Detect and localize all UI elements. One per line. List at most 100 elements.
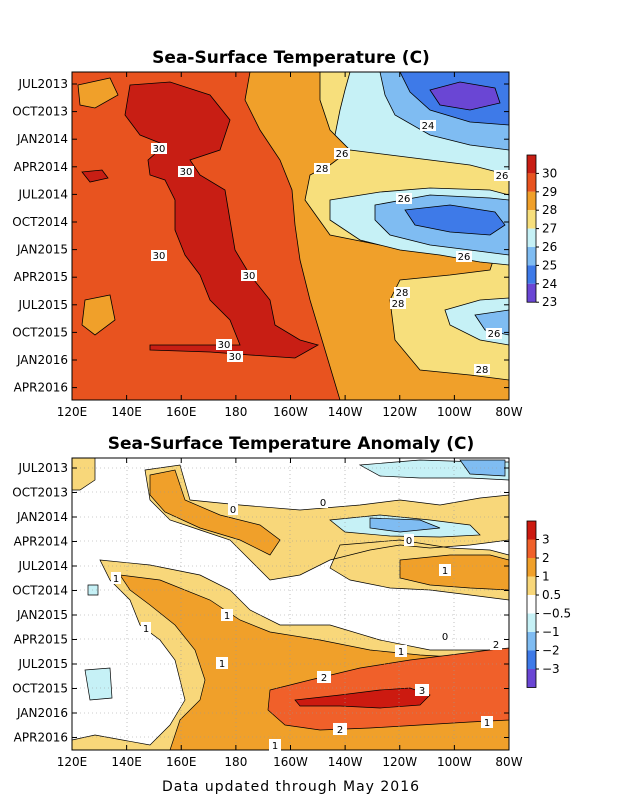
anomaly-x-tick-label: 120E	[57, 755, 88, 769]
sst-contour-labels: 30 30 30 30 30 30 28 28 28 28 26 26 26 2…	[151, 120, 510, 376]
sst-y-tick-label: APR2014	[14, 160, 68, 174]
sst-contour-label: 28	[314, 163, 330, 175]
svg-text:1: 1	[272, 741, 278, 752]
anomaly-x-tick-label: 140E	[111, 755, 142, 769]
sst-contour-label: 26	[456, 251, 472, 263]
anomaly-colorbar-swatch	[527, 595, 536, 614]
svg-text:26: 26	[458, 252, 471, 263]
svg-text:1: 1	[113, 574, 119, 585]
svg-text:30: 30	[153, 144, 166, 155]
svg-text:0: 0	[320, 498, 326, 509]
anomaly-band-negative	[369, 459, 506, 533]
svg-text:26: 26	[336, 149, 349, 160]
anomaly-contour-label: 2	[317, 671, 331, 684]
sst-y-tick-label: APR2016	[14, 381, 68, 395]
svg-text:1: 1	[143, 624, 149, 635]
anomaly-colorbar-swatch	[527, 669, 536, 688]
sst-colorbar: 30 29 28 27 26 25 24 23	[526, 154, 557, 309]
sst-y-tick-label: OCT2014	[12, 215, 68, 229]
svg-text:28: 28	[316, 164, 329, 175]
anomaly-contour-label: 2	[333, 723, 347, 736]
anomaly-colorbar-swatch	[527, 521, 536, 540]
anomaly-contour-label: 1	[141, 622, 151, 635]
anomaly-contour-label: 0	[404, 534, 414, 547]
anomaly-colorbar-label: 1	[542, 570, 550, 584]
anomaly-colorbar-frame	[526, 520, 537, 688]
anomaly-colorbar-label: −2	[542, 644, 560, 658]
anomaly-colorbar-swatch	[527, 632, 536, 651]
anomaly-colorbar-swatch	[527, 576, 536, 595]
anomaly-x-tick-label: 120W	[382, 755, 417, 769]
sst-colorbar-swatch	[527, 228, 536, 247]
sst-y-tick-label: JUL2013	[17, 77, 68, 91]
svg-text:28: 28	[396, 288, 409, 299]
anomaly-x-axis: 120E 140E 160E 180 160W 140W 120W 100W 80W	[57, 458, 523, 769]
anomaly-y-tick-label: OCT2014	[12, 584, 68, 598]
svg-text:1: 1	[219, 659, 225, 670]
sst-band-25	[374, 72, 509, 336]
svg-text:28: 28	[476, 365, 489, 376]
sst-contour-label: 30	[151, 143, 167, 155]
anomaly-contour-label: 1	[111, 572, 121, 585]
sst-cool-patch-west	[81, 294, 116, 336]
sst-y-tick-label: JUL2014	[17, 187, 68, 201]
sst-band-23	[429, 81, 501, 111]
anomaly-y-tick-label: JAN2016	[16, 706, 68, 720]
anomaly-contour-label: 0	[228, 503, 238, 516]
data-updated-note: Data updated through May 2016	[162, 779, 420, 795]
sst-x-tick-label: 120W	[382, 405, 417, 419]
svg-text:2: 2	[321, 673, 327, 684]
anomaly-y-tick-label: APR2015	[14, 633, 68, 647]
sst-y-tick-label: OCT2015	[12, 325, 68, 339]
anomaly-y-tick-label: APR2014	[14, 535, 68, 549]
sst-contour-label: 30	[216, 339, 232, 351]
sst-colorbar-label: 24	[542, 277, 557, 291]
sst-warm-patch	[81, 169, 109, 183]
anomaly-contour-label: 0	[318, 496, 328, 509]
sst-contour-label: 28	[394, 287, 410, 299]
anomaly-x-tick-label: 140W	[328, 755, 363, 769]
svg-text:0: 0	[442, 632, 448, 643]
sst-colorbar-swatch	[527, 283, 536, 303]
sst-contour-label: 26	[486, 328, 502, 340]
sst-colorbar-label: 30	[542, 166, 557, 180]
sst-y-axis: JUL2013 OCT2013 JAN2014 APR2014 JUL2014 OCT20…	[12, 77, 509, 395]
sst-x-tick-label: 160W	[273, 405, 308, 419]
anomaly-chart-title: Sea-Surface Temperature Anomaly (C)	[108, 434, 475, 454]
svg-text:1: 1	[484, 718, 490, 729]
sst-colorbar-label: 23	[542, 295, 557, 309]
anomaly-colorbar-swatch	[527, 613, 536, 632]
anomaly-colorbar-label: −3	[542, 662, 560, 676]
svg-text:30: 30	[229, 352, 242, 363]
sst-cool-patch-west	[77, 77, 119, 109]
anomaly-contour-label: 0	[440, 630, 450, 643]
anomaly-x-tick-label: 160W	[273, 755, 308, 769]
anomaly-contour-label: 2	[490, 638, 502, 651]
sst-y-tick-label: JAN2016	[16, 353, 68, 367]
anomaly-colorbar-label: 3	[542, 533, 550, 547]
sst-colorbar-swatch	[527, 210, 536, 229]
sst-y-tick-label: JAN2014	[16, 132, 68, 146]
anomaly-x-tick-label: 80W	[495, 755, 522, 769]
sst-colorbar-label: 26	[542, 240, 557, 254]
anomaly-y-axis: JUL2013 OCT2013 JAN2014 APR2014 JUL2014 OCT20…	[12, 461, 509, 745]
anomaly-contour-label: 1	[439, 564, 451, 577]
anomaly-contour-labels: 3 2 2 1 1 1 1 1 1 1 1 0 0 0 0 2	[111, 496, 502, 752]
svg-text:1: 1	[224, 611, 230, 622]
sst-contour-label: 26	[494, 170, 510, 182]
sst-y-tick-label: JAN2015	[16, 243, 68, 257]
anomaly-colorbar: 3 2 1 0.5 −0.5 −1 −2 −3	[526, 520, 571, 688]
sst-colorbar-label: 28	[542, 203, 557, 217]
sst-x-tick-label: 180	[224, 405, 247, 419]
sst-y-tick-label: OCT2013	[12, 105, 68, 119]
anomaly-x-tick-label: 160E	[166, 755, 197, 769]
svg-text:26: 26	[488, 329, 501, 340]
svg-text:3: 3	[419, 686, 425, 697]
anomaly-y-tick-label: JAN2015	[16, 608, 68, 622]
sst-colorbar-swatch	[527, 191, 536, 211]
sst-y-tick-label: APR2015	[14, 270, 68, 284]
anomaly-y-tick-label: OCT2015	[12, 682, 68, 696]
anomaly-contour-label: 1	[216, 657, 228, 670]
sst-y-tick-label: JUL2015	[17, 298, 68, 312]
